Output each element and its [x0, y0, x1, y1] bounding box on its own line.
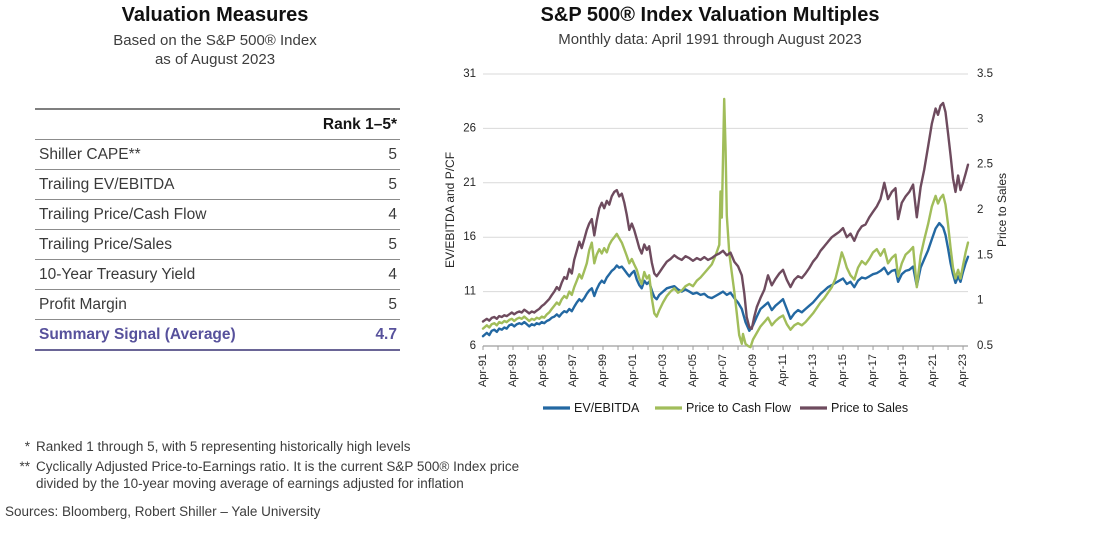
x-axis-label: Apr-15 [837, 354, 849, 387]
summary-signal-row: Summary Signal (Average) 4.7 [35, 320, 400, 351]
x-axis-label: Apr-11 [777, 354, 789, 386]
table-row: Profit Margin 5 [35, 290, 400, 320]
valuation-measures-subtitle: Based on the S&P 500® Index as of August… [30, 31, 400, 69]
footnote-1-marker: * [24, 439, 30, 454]
rank-header: Rank 1–5* [322, 115, 397, 133]
left-axis-tick-label: 31 [463, 68, 476, 80]
left-axis-tick-label: 26 [463, 122, 476, 134]
measure-rank: 5 [388, 175, 397, 193]
measure-rank: 5 [388, 145, 397, 163]
measure-rank: 5 [388, 295, 397, 313]
legend-label: Price to Sales [831, 401, 908, 415]
right-axis-tick-label: 2.5 [977, 159, 993, 171]
x-axis-label: Apr-19 [897, 354, 909, 387]
x-axis-label: Apr-21 [927, 354, 939, 387]
footnote-1: * Ranked 1 through 5, with 5 representin… [8, 438, 568, 455]
series-line-left [481, 97, 970, 349]
table-row: 10-Year Treasury Yield 4 [35, 260, 400, 290]
measure-rank: 4 [388, 265, 397, 283]
chart-title: S&P 500® Index Valuation Multiples [540, 4, 880, 26]
footnote-2-marker: ** [19, 459, 30, 474]
right-axis-tick-label: 0.5 [977, 340, 993, 352]
measure-label: 10-Year Treasury Yield [39, 265, 196, 283]
x-axis-label: Apr-95 [537, 354, 549, 387]
x-axis-label: Apr-01 [627, 354, 639, 387]
x-axis-label: Apr-07 [717, 354, 729, 387]
x-axis-label: Apr-05 [687, 354, 699, 387]
measure-rank: 5 [388, 235, 397, 253]
x-axis-label: Apr-03 [657, 354, 669, 387]
left-axis-title: EV/EBITDA and P/CF [443, 152, 457, 268]
table-row: Trailing Price/Cash Flow 4 [35, 200, 400, 230]
measure-label: Profit Margin [39, 295, 127, 313]
left-axis-tick-label: 21 [463, 177, 476, 189]
left-axis-tick-label: 16 [463, 231, 476, 243]
footnote-2-text: Cyclically Adjusted Price-to-Earnings ra… [36, 459, 520, 491]
x-axis-label: Apr-13 [807, 354, 819, 387]
sources-line: Sources: Bloomberg, Robert Shiller – Yal… [5, 504, 321, 519]
subtitle-line-1: Based on the S&P 500® Index [113, 32, 317, 49]
summary-value: 4.7 [375, 325, 397, 343]
x-axis-label: Apr-99 [597, 354, 609, 387]
measure-label: Trailing Price/Sales [39, 235, 172, 253]
series-line-left [481, 221, 970, 338]
x-axis-label: Apr-17 [867, 354, 879, 387]
right-axis-tick-label: 3 [977, 113, 983, 125]
left-axis-tick-label: 6 [470, 340, 476, 352]
right-axis-tick-label: 1.5 [977, 249, 993, 261]
x-axis-label: Apr-23 [957, 354, 969, 387]
x-axis-label: Apr-93 [507, 354, 519, 387]
right-axis-title: Price to Sales [995, 173, 1009, 247]
right-axis-tick-label: 2 [977, 204, 983, 216]
chart-subtitle: Monthly data: April 1991 through August … [558, 31, 862, 48]
measure-label: Shiller CAPE** [39, 145, 141, 163]
right-axis-tick-label: 1 [977, 295, 983, 307]
series-line-right [481, 101, 970, 330]
table-row: Shiller CAPE** 5 [35, 140, 400, 170]
subtitle-line-2: as of August 2023 [154, 51, 276, 68]
x-axis-label: Apr-91 [477, 354, 489, 387]
table-row: Trailing Price/Sales 5 [35, 230, 400, 260]
legend-label: Price to Cash Flow [686, 401, 792, 415]
footnote-2: ** Cyclically Adjusted Price-to-Earnings… [8, 458, 556, 492]
summary-label: Summary Signal (Average) [39, 325, 236, 343]
measure-rank: 4 [388, 205, 397, 223]
valuation-chart: 6 11 16 21 26 31 0.5 1 1.5 2 2.5 3 3.5 Apr-91 Apr-93 Ap… [443, 68, 1009, 415]
measure-label: Trailing EV/EBITDA [39, 175, 175, 193]
table-header-row: Rank 1–5* [35, 110, 400, 140]
x-axis-label: Apr-97 [567, 354, 579, 387]
right-axis-tick-label: 3.5 [977, 68, 993, 80]
valuation-measures-title: Valuation Measures [121, 4, 309, 26]
x-axis-label: Apr-09 [747, 354, 759, 387]
footnote-1-text: Ranked 1 through 5, with 5 representing … [36, 439, 411, 454]
valuation-table: Rank 1–5* Shiller CAPE** 5 Trailing EV/E… [35, 108, 400, 351]
legend-label: EV/EBITDA [574, 401, 640, 415]
table-row: Trailing EV/EBITDA 5 [35, 170, 400, 200]
measure-label: Trailing Price/Cash Flow [39, 205, 207, 223]
left-axis-tick-label: 11 [464, 286, 476, 298]
